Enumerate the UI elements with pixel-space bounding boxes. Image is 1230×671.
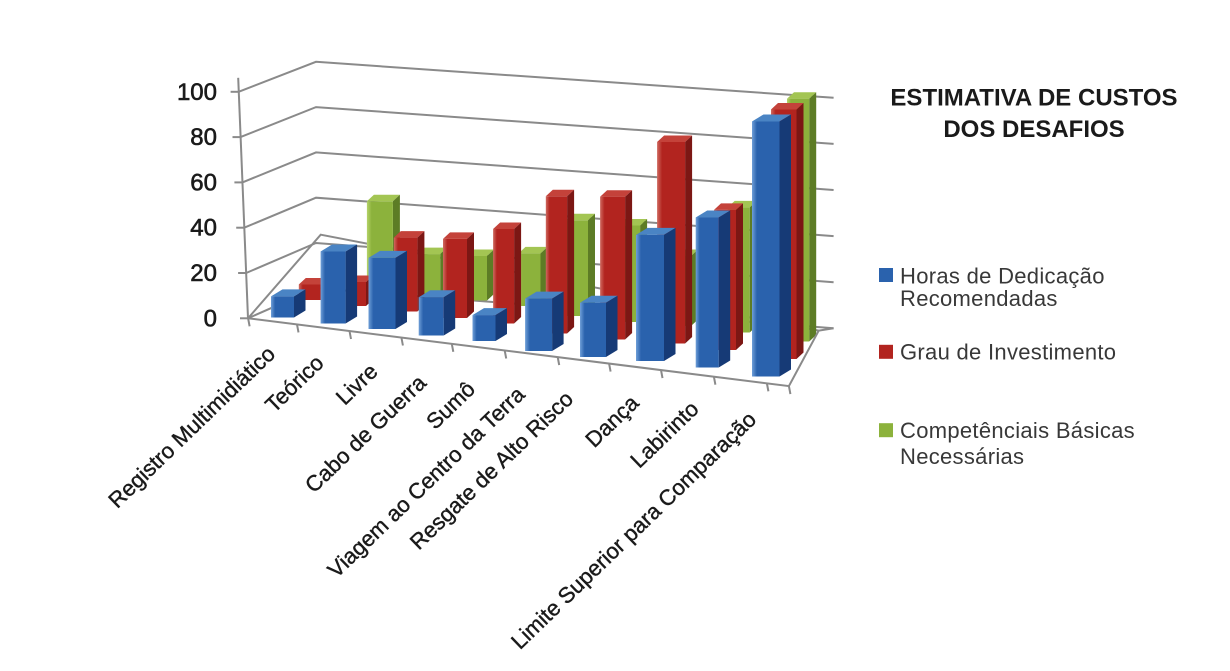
svg-text:0: 0	[204, 305, 217, 332]
svg-text:Grau de Investimento: Grau de Investimento	[900, 339, 1116, 364]
svg-text:Recomendadas: Recomendadas	[900, 286, 1058, 311]
svg-text:40: 40	[190, 215, 217, 242]
svg-text:Competênciais Básicas: Competênciais Básicas	[900, 418, 1135, 443]
svg-text:60: 60	[190, 169, 217, 196]
svg-text:100: 100	[177, 79, 217, 106]
svg-text:Necessárias: Necessárias	[900, 444, 1024, 469]
svg-text:ESTIMATIVA DE CUSTOS: ESTIMATIVA DE CUSTOS	[890, 84, 1177, 111]
svg-text:20: 20	[190, 260, 217, 287]
svg-text:DOS DESAFIOS: DOS DESAFIOS	[943, 116, 1124, 143]
svg-text:80: 80	[190, 124, 217, 151]
svg-text:Horas de Dedicação: Horas de Dedicação	[900, 264, 1105, 289]
